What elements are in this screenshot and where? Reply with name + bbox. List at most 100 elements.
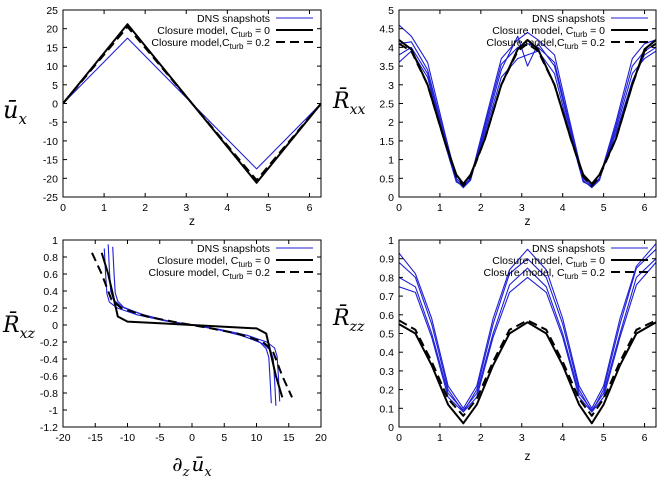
y-tick-label: 20 [46, 24, 58, 36]
x-tick-label: 4 [224, 202, 230, 214]
x-tick-label: 2 [142, 202, 148, 214]
y-tick-label: 0.4 [379, 347, 394, 359]
x-tick-label: 5 [265, 202, 271, 214]
legend-entry-label: Closure model, Cturb = 0 [492, 25, 605, 39]
x-tick-label: 2 [478, 202, 484, 214]
series-line-blue-2 [399, 24, 656, 187]
series-line-blue-1 [399, 258, 656, 411]
x-tick-label: -5 [155, 432, 164, 444]
y-tick-label: 3.5 [379, 61, 394, 73]
x-tick-label: 0 [189, 432, 195, 444]
x-tick-label: 0 [396, 202, 402, 214]
legend-entry-label: DNS snapshots [532, 243, 605, 255]
y-tick-label: -10 [43, 136, 58, 148]
y-tick-label: 10 [46, 61, 58, 73]
x-tick-label: 15 [283, 432, 295, 444]
x-tick-label: 4 [560, 432, 566, 444]
y-tick-label: 15 [46, 42, 58, 54]
legend-entry-label: Closure model, Cturb = 0 [157, 25, 270, 39]
y-tick-label: 1 [388, 235, 394, 247]
x-tick-label: 3 [519, 432, 525, 444]
series-line-blue-2 [399, 243, 656, 409]
chart-panel-top-left: 0 1 2 3 4 5 6 -25 -20 -15 -10 -5 0 5 10 15 20 25 z ūx DNS sn… [3, 5, 322, 228]
x-axis-label: z [189, 214, 195, 228]
y-tick-label: 0 [52, 99, 58, 111]
y-tick-label: -20 [43, 173, 58, 185]
x-tick-label: -15 [88, 432, 103, 444]
y-tick-label: 0 [388, 422, 394, 434]
chart-panel-bottom-left: -20 -15 -10 -5 0 5 10 15 20 -1.2 -1 -0.8 -0.6 -0.4 -0.… [2, 235, 327, 478]
y-tick-label: 25 [46, 5, 58, 17]
x-tick-label: 5 [221, 432, 227, 444]
y-tick-label: -0.8 [40, 388, 58, 400]
chart-panel-bottom-right: 0 1 2 3 4 5 6 0 0.1 0.2 0.3 0.4 0.5 0.6 0.7 0.8 0.9 1 z R̄z… [332, 235, 657, 463]
x-tick-label: 3 [519, 202, 525, 214]
series-line-black-dashed-4 [91, 252, 293, 398]
series-line-blue-0 [399, 248, 656, 413]
y-tick-label: 0.3 [379, 366, 394, 378]
y-tick-label: -15 [43, 155, 58, 167]
y-tick-label: 0.2 [379, 385, 394, 397]
y-tick-label: 0 [52, 320, 58, 332]
y-tick-label: -1 [49, 405, 58, 417]
legend-entry-label: Closure model, Cturb = 0.2 [484, 267, 606, 281]
y-tick-label: 0.1 [379, 403, 394, 415]
x-tick-label: -10 [120, 432, 135, 444]
y-tick-label: 4 [388, 42, 394, 54]
y-tick-label: 5 [52, 80, 58, 92]
y-axis-label: R̄xx [332, 87, 365, 118]
y-tick-label: 0 [388, 192, 394, 204]
x-tick-label: -20 [55, 432, 70, 444]
x-tick-label: 0 [60, 202, 66, 214]
y-tick-label: -0.6 [40, 371, 58, 383]
y-axis-label: ūx [3, 96, 27, 128]
series-line-black-solid-4 [399, 321, 656, 425]
x-axis-label: ∂z ūx [172, 452, 212, 478]
y-tick-label: 1 [388, 155, 394, 167]
legend-entry-label: Closure model, Cturb = 0.2 [149, 267, 271, 281]
y-tick-label: -1.2 [40, 422, 58, 434]
y-tick-label: 0.7 [379, 291, 394, 303]
x-tick-label: 6 [642, 202, 648, 214]
y-tick-label: 0.4 [43, 286, 58, 298]
y-tick-label: 0.2 [43, 303, 58, 315]
x-tick-label: 4 [560, 202, 566, 214]
y-tick-label: 0.6 [379, 310, 394, 322]
series-line-black-dashed-2 [63, 25, 321, 182]
y-tick-label: -25 [43, 192, 58, 204]
y-axis-label: R̄zz [332, 304, 365, 335]
y-tick-label: 0.8 [43, 252, 58, 264]
y-tick-label: 5 [388, 5, 394, 17]
y-tick-label: 2.5 [379, 99, 394, 111]
x-axis-label: z [525, 449, 531, 463]
legend-entry-label: Closure model, Cturb = 0 [157, 255, 270, 269]
x-axis-label: z [525, 214, 531, 228]
legend-entry-label: DNS snapshots [532, 13, 605, 25]
x-tick-label: 5 [601, 202, 607, 214]
x-tick-label: 1 [437, 202, 443, 214]
series-line-blue-3 [399, 262, 656, 413]
y-tick-label: 0.8 [379, 272, 394, 284]
x-tick-label: 1 [101, 202, 107, 214]
y-axis-label: R̄xz [2, 311, 35, 342]
y-tick-label: 4.5 [379, 24, 394, 36]
legend-entry-label: Closure model,Cturb = 0.2 [486, 37, 605, 51]
x-tick-label: 6 [307, 202, 313, 214]
x-tick-label: 3 [183, 202, 189, 214]
legend-entry-label: DNS snapshots [197, 243, 270, 255]
y-tick-label: 2 [388, 117, 394, 129]
y-tick-label: -5 [49, 117, 58, 129]
y-tick-label: -0.2 [40, 337, 58, 349]
legend-entry-label: DNS snapshots [197, 13, 270, 25]
chart-panel-top-right: 0 1 2 3 4 5 6 0 0.5 1 1.5 2 2.5 3 3.5 4 4.5 5 z R̄xx DNS sna… [332, 5, 657, 228]
y-tick-label: 0.6 [43, 269, 58, 281]
x-tick-label: 10 [251, 432, 263, 444]
y-tick-label: -0.4 [40, 354, 58, 366]
x-tick-label: 5 [601, 432, 607, 444]
x-tick-label: 20 [315, 432, 327, 444]
